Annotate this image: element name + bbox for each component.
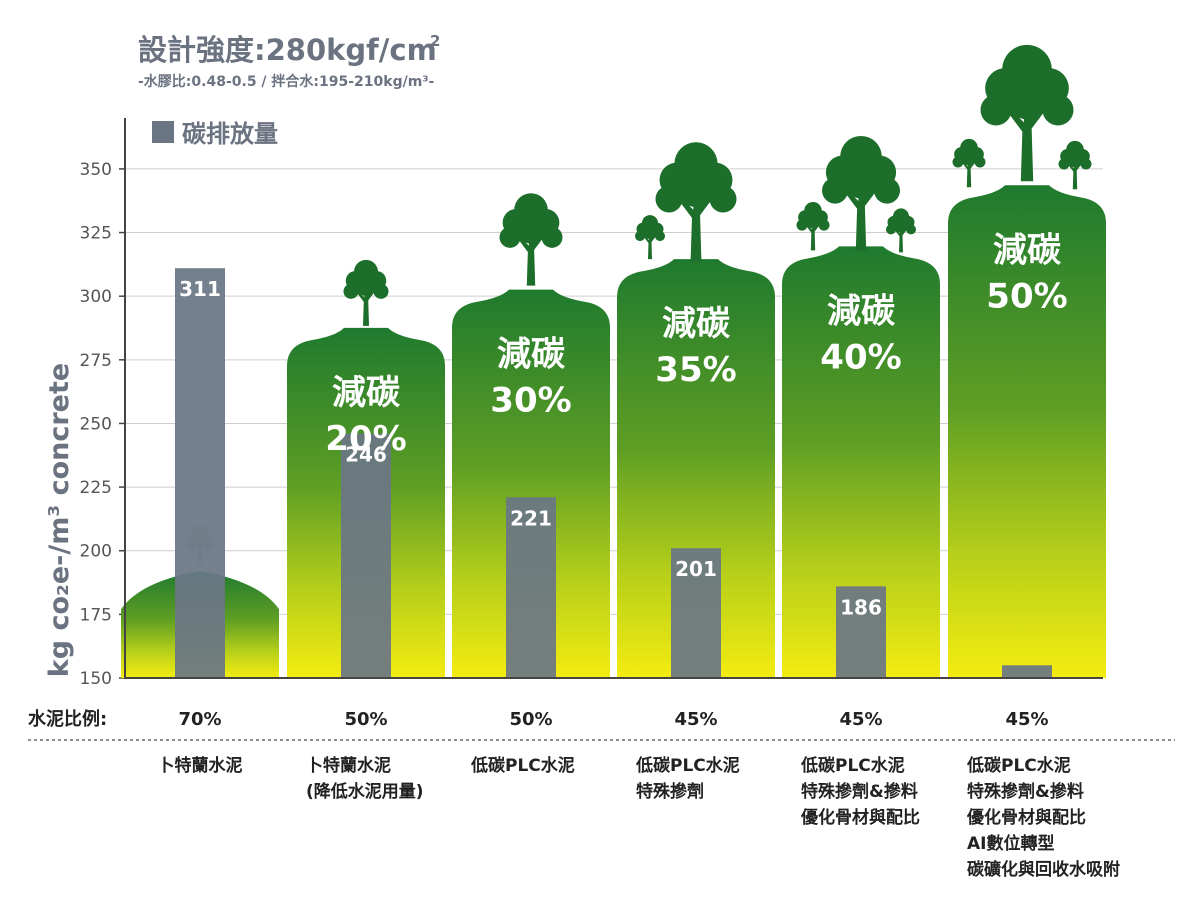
description-line: 特殊摻劑: [636, 781, 704, 802]
bar: [341, 433, 391, 678]
reduction-percent: 50%: [986, 276, 1067, 316]
chart-title-superscript: 2: [430, 32, 440, 50]
tree-icon: [796, 201, 830, 251]
reduction-labels: 減碳 20% 減碳 30% 減碳 35% 減碳 40% 減碳 50%: [325, 230, 1067, 459]
bar: [836, 586, 886, 678]
tree-icon: [343, 259, 389, 326]
bar: [671, 548, 721, 678]
description-line: 特殊摻劑&摻料: [967, 781, 1084, 802]
cement-ratio-value: 70%: [178, 709, 221, 730]
tree-icon: [655, 142, 737, 262]
reduction-word: 減碳: [993, 230, 1062, 270]
cement-ratios: 70% 50% 50% 45% 45% 45%: [178, 709, 1048, 730]
description-line: 優化骨材與配比: [800, 807, 920, 828]
reduction-percent: 35%: [655, 350, 736, 390]
cement-ratio-value: 45%: [674, 709, 717, 730]
description-line: 卜特蘭水泥: [306, 755, 391, 776]
reduction-backgrounds: [121, 185, 1106, 679]
tree-icon: [1058, 140, 1092, 190]
bars: [175, 268, 1052, 678]
description-line: AI數位轉型: [967, 833, 1054, 854]
y-tick-label: 325: [80, 224, 112, 244]
y-tick-label: 350: [80, 160, 112, 180]
description-line: (降低水泥用量): [306, 781, 424, 802]
tree-icon: [886, 208, 916, 253]
chart-title: 設計強度:280kgf/cm: [138, 33, 437, 67]
description-line: 碳礦化與回收水吸附: [967, 859, 1120, 880]
description-line: 特殊摻劑&摻料: [801, 781, 918, 802]
cement-ratio-value: 45%: [839, 709, 882, 730]
cement-ratio-label: 水泥比例:: [28, 708, 107, 730]
reduction-word: 減碳: [827, 291, 896, 331]
cement-ratio-value: 45%: [1005, 709, 1048, 730]
description-line: 優化骨材與配比: [966, 807, 1086, 828]
bar-value-label: 246: [345, 443, 387, 467]
cement-ratio-value: 50%: [509, 709, 552, 730]
bar-value-label: 311: [179, 277, 221, 301]
bar-value-label: 186: [840, 595, 882, 619]
reduction-word: 減碳: [662, 304, 731, 344]
y-axis-ticks: 150 175 200 225 250 275 300 325 350: [80, 160, 112, 689]
tree-icon: [635, 215, 665, 260]
bar-value-label: 201: [675, 557, 717, 581]
reduction-word: 減碳: [497, 335, 566, 375]
reduction-background: [948, 185, 1106, 679]
chart-subtitle: -水膠比:0.48-0.5 / 拌合水:195-210kg/m³-: [138, 73, 434, 90]
legend-swatch: [152, 121, 174, 143]
y-tick-label: 250: [80, 414, 112, 434]
reduction-background: [782, 246, 940, 678]
legend-label: 碳排放量: [182, 120, 278, 148]
reduction-word: 減碳: [332, 373, 401, 413]
reduction-background: [452, 289, 610, 678]
y-axis-label: kg co₂e-/m³ concrete: [44, 363, 75, 677]
bar-value-label: 221: [510, 506, 552, 530]
y-tick-label: 225: [80, 478, 112, 498]
description-line: 低碳PLC水泥: [470, 755, 575, 776]
descriptions: 卜特蘭水泥 卜特蘭水泥(降低水泥用量)低碳PLC水泥 低碳PLC水泥特殊摻劑低碳PL…: [158, 755, 1121, 880]
tree-icon: [952, 138, 986, 188]
description-line: 低碳PLC水泥: [635, 755, 740, 776]
y-tick-label: 275: [80, 351, 112, 371]
reduction-percent: 30%: [490, 381, 571, 421]
bar: [506, 497, 556, 678]
y-tick-label: 150: [80, 669, 112, 689]
reduction-percent: 40%: [820, 337, 901, 377]
description-line: 低碳PLC水泥: [800, 755, 905, 776]
y-tick-label: 300: [80, 287, 112, 307]
bar: [175, 268, 225, 678]
bar: [1002, 665, 1052, 678]
cement-ratio-value: 50%: [344, 709, 387, 730]
y-tick-label: 200: [80, 542, 112, 562]
description-line: 低碳PLC水泥: [966, 755, 1071, 776]
description-line: 卜特蘭水泥: [158, 755, 243, 776]
tree-icon: [499, 193, 563, 286]
y-tick-label: 175: [80, 605, 112, 625]
reduction-percent: 20%: [325, 419, 406, 459]
reduction-background: [617, 259, 775, 678]
